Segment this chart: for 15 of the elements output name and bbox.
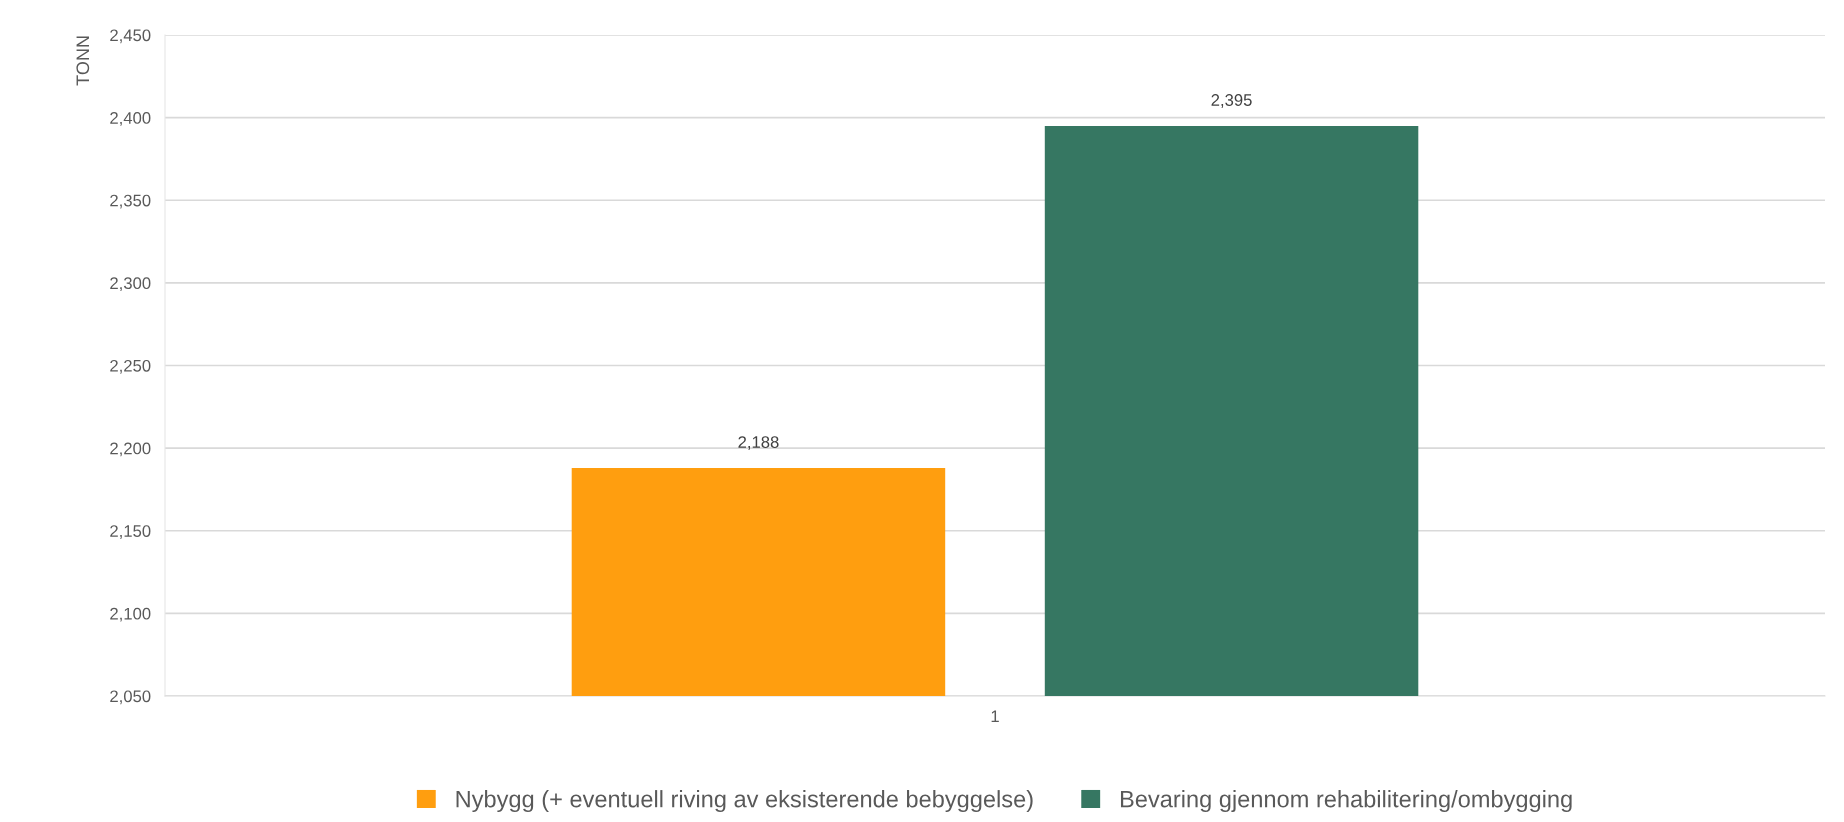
x-tick-label: 1 (991, 710, 999, 722)
data-label: 2,188 (738, 436, 779, 450)
y-tick-label: 2,250 (110, 359, 151, 374)
y-tick-label: 2,400 (110, 112, 151, 126)
legend-label: Nybygg (+ eventuell riving av eksisterende bebyggelse) (456, 790, 1033, 813)
y-tick-label: 2,200 (110, 442, 151, 457)
legend-label: Bevaring gjennom rehabilitering/ombygging (1120, 790, 1572, 813)
y-tick-label: 2,100 (110, 607, 151, 622)
y-tick-label: 2,350 (110, 194, 151, 209)
y-tick-label: 2,300 (110, 277, 151, 292)
y-axis-title: TONN (76, 36, 90, 86)
data-label: 2,395 (1211, 94, 1252, 108)
y-tick-label: 2,450 (110, 29, 151, 44)
y-tick-label: 2,150 (110, 525, 151, 539)
y-tick-label: 2,050 (110, 690, 151, 705)
